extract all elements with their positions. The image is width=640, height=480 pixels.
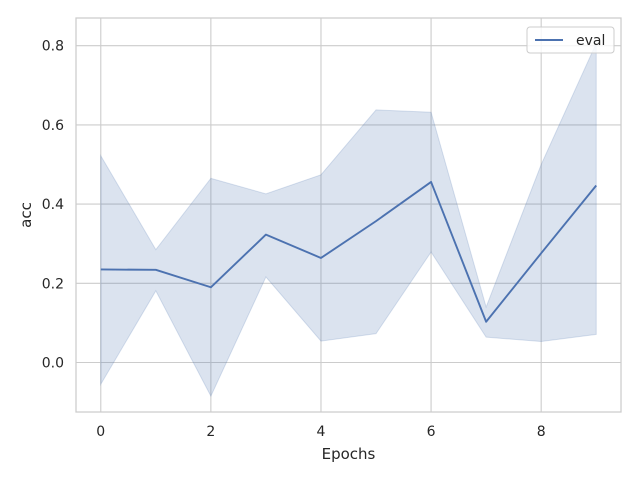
legend-label-eval: eval [576, 33, 605, 49]
legend-box [526, 26, 615, 54]
x-tick-label: 8 [537, 424, 546, 440]
axes-frame [75, 17, 622, 413]
y-tick-label: 0.2 [42, 276, 64, 292]
y-tick-label: 0.4 [42, 197, 64, 213]
series-line-eval [100, 180, 597, 323]
legend: eval [526, 26, 615, 54]
x-axis-label: Epochs [322, 445, 376, 463]
x-tick-label: 4 [317, 424, 326, 440]
confidence-band [100, 43, 597, 398]
x-tick-label: 6 [427, 424, 436, 440]
x-tick-labels: 0 2 4 6 8 [96, 424, 545, 440]
y-tick-label: 0.0 [42, 356, 64, 372]
x-tick-label: 2 [206, 424, 215, 440]
y-axis-label: acc [17, 202, 35, 228]
y-tick-labels: 0.0 0.2 0.4 0.6 0.8 [42, 39, 64, 372]
y-tick-label: 0.8 [42, 39, 64, 55]
y-tick-label: 0.6 [42, 118, 64, 134]
x-tick-label: 0 [96, 424, 105, 440]
